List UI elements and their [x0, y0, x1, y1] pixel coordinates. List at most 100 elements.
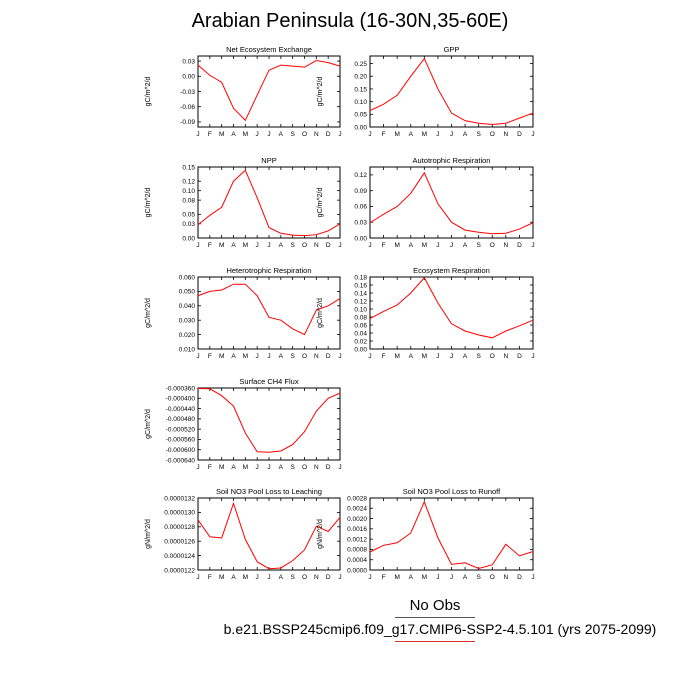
panel-title: Surface CH4 Flux: [239, 377, 298, 386]
x-tick-label: F: [382, 131, 386, 138]
x-tick-label: S: [290, 242, 295, 249]
y-tick-label: -0.000600: [166, 447, 196, 454]
x-tick-label: J: [368, 131, 371, 138]
x-tick-label: A: [231, 464, 236, 471]
y-tick-label: 0.0000: [347, 567, 367, 574]
y-tick-label: 0.10: [354, 99, 367, 106]
y-axis-label: gC/m^2/d: [317, 298, 324, 328]
x-tick-label: O: [302, 353, 307, 360]
y-tick-label: 0.010: [179, 346, 196, 353]
x-tick-label: M: [243, 131, 248, 138]
x-tick-label: S: [290, 131, 295, 138]
x-tick-label: J: [196, 242, 199, 249]
x-tick-label: J: [338, 353, 341, 360]
series-line: [369, 276, 534, 339]
x-tick-label: O: [490, 242, 495, 249]
x-tick-label: J: [436, 353, 439, 360]
x-tick-label: F: [208, 242, 212, 249]
x-tick-label: O: [490, 353, 495, 360]
x-tick-label: A: [231, 574, 236, 581]
x-tick-label: J: [436, 131, 439, 138]
y-tick-label: 0.12: [354, 298, 367, 305]
x-tick-label: D: [517, 574, 522, 581]
x-tick-label: J: [368, 242, 371, 249]
x-tick-label: J: [368, 574, 371, 581]
x-tick-label: D: [326, 242, 331, 249]
y-tick-label: 0.0000130: [164, 510, 195, 517]
series-line: [197, 283, 341, 336]
legend-model-line: [395, 641, 475, 642]
x-tick-label: J: [368, 353, 371, 360]
series-line: [369, 500, 534, 569]
x-tick-label: N: [503, 242, 508, 249]
y-tick-label: 0.16: [354, 282, 367, 289]
y-axis-label: gC/m^2/d: [317, 188, 324, 218]
x-tick-label: A: [463, 242, 468, 249]
y-tick-label: -0.06: [180, 104, 195, 111]
x-tick-label: A: [279, 353, 284, 360]
series-line: [369, 57, 534, 125]
x-tick-label: J: [256, 353, 259, 360]
x-tick-label: M: [219, 464, 224, 471]
x-tick-label: J: [256, 574, 259, 581]
y-tick-label: 0.08: [354, 314, 367, 321]
x-tick-label: S: [290, 464, 295, 471]
y-tick-label: 0.02: [354, 338, 367, 345]
x-tick-label: J: [436, 242, 439, 249]
x-tick-label: M: [394, 574, 399, 581]
x-tick-label: F: [208, 353, 212, 360]
x-tick-label: M: [219, 574, 224, 581]
y-axis-label: gC/m^2/d: [317, 77, 324, 107]
x-tick-label: M: [219, 353, 224, 360]
x-tick-label: M: [243, 574, 248, 581]
y-tick-label: 0.03: [354, 220, 367, 227]
y-tick-label: 0.0000128: [164, 524, 195, 531]
y-tick-label: 0.0028: [347, 495, 367, 502]
x-tick-label: M: [422, 574, 427, 581]
y-tick-label: 0.12: [182, 179, 195, 186]
y-tick-label: 0.15: [182, 164, 195, 171]
x-tick-label: J: [267, 131, 270, 138]
y-tick-label: 0.05: [354, 112, 367, 119]
x-tick-label: J: [196, 353, 199, 360]
x-tick-label: D: [326, 353, 331, 360]
y-tick-label: -0.000360: [166, 385, 196, 392]
chart-panel: Ecosystem Respiration gC/m^2/d J F M A M J J A S O N…: [317, 266, 535, 360]
x-tick-label: J: [450, 242, 453, 249]
series-line: [197, 388, 341, 453]
panel-title: NPP: [261, 156, 276, 165]
x-tick-label: J: [450, 353, 453, 360]
y-tick-label: 0.03: [182, 58, 195, 65]
x-tick-label: J: [436, 574, 439, 581]
panel-title: Soil NO3 Pool Loss to Runoff: [403, 487, 501, 496]
plot-frame: [369, 55, 534, 128]
x-tick-label: J: [531, 131, 534, 138]
chart-panel: Autotrophic Respiration gC/m^2/d J F M A M J J A S…: [317, 156, 535, 249]
x-tick-label: J: [338, 574, 341, 581]
series-line: [197, 169, 341, 237]
y-tick-label: -0.000520: [166, 426, 196, 433]
series-line: [369, 171, 534, 235]
x-tick-label: O: [302, 131, 307, 138]
x-tick-label: M: [219, 131, 224, 138]
x-tick-label: F: [208, 574, 212, 581]
x-tick-label: A: [231, 131, 236, 138]
x-tick-label: A: [231, 353, 236, 360]
series-line: [197, 60, 341, 122]
x-tick-label: N: [314, 464, 319, 471]
panel-title: GPP: [444, 45, 460, 54]
x-tick-label: J: [256, 464, 259, 471]
y-tick-label: 0.00: [182, 235, 195, 242]
y-tick-label: 0.030: [179, 318, 196, 325]
x-tick-label: J: [338, 464, 341, 471]
panel-title: Ecosystem Respiration: [413, 266, 490, 275]
plot-frame: [369, 276, 534, 350]
y-tick-label: 0.0008: [347, 547, 367, 554]
x-tick-label: A: [409, 242, 414, 249]
y-tick-label: 0.14: [354, 290, 367, 297]
y-tick-label: 0.00: [354, 124, 367, 131]
